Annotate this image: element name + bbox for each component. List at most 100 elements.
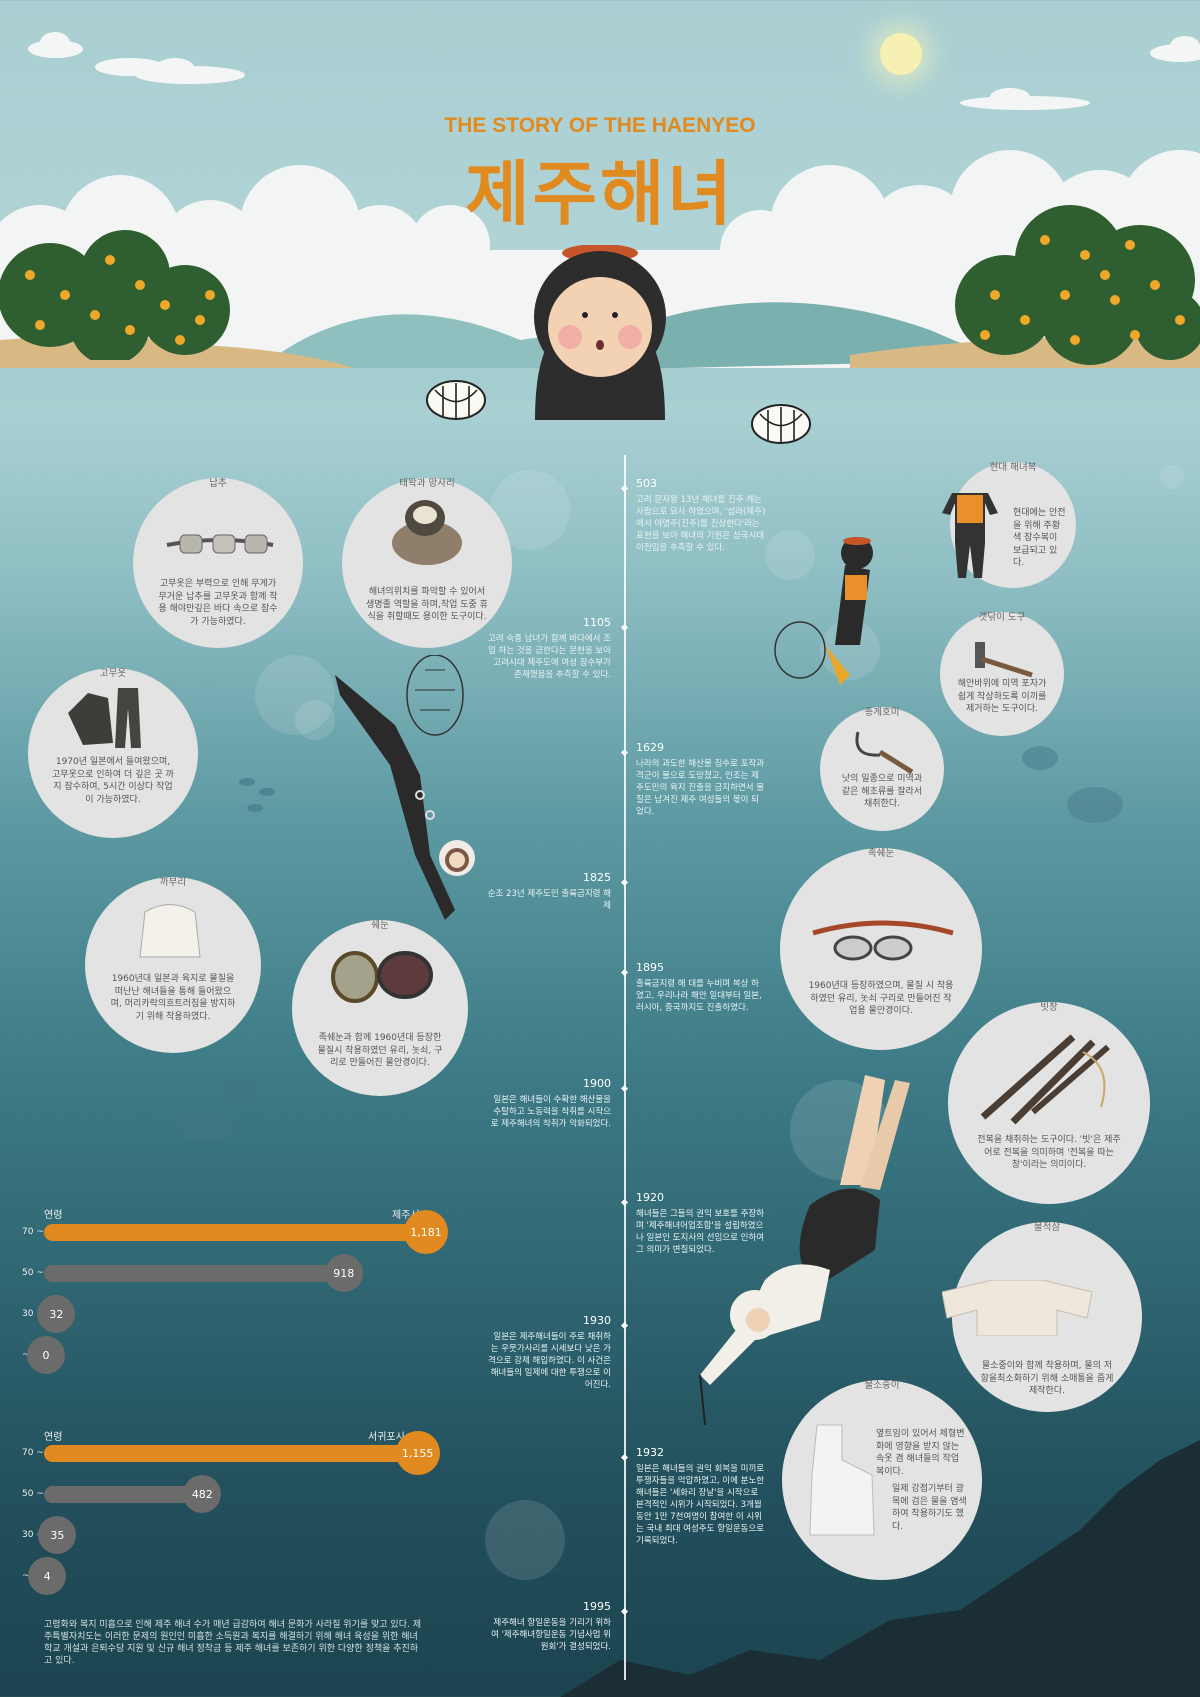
title-korean: 제주해녀	[465, 153, 735, 235]
tool-title: 물적삼	[1033, 1222, 1061, 1233]
timeline-year: 1995	[583, 1600, 611, 1613]
taewak-net-icon	[392, 500, 462, 565]
timeline-entry: 1995 제주해녀 항일운동을 기리기 위하여 '제주해녀항일운동 기념사업 위…	[486, 1601, 611, 1653]
age-value-circle: 0	[27, 1336, 65, 1374]
timeline-entry: 1900 일본은 해녀들이 수확한 해산물을 수탈하고 노동력을 착취를 시작으…	[486, 1078, 611, 1130]
timeline-year: 1629	[636, 741, 664, 754]
tool-circle-joksweun: 족쉐눈 1960년대 등장하였으며, 물질 시 착용하였던 유리, 놋쇠 구리로…	[780, 848, 982, 1050]
timeline-year: 1920	[636, 1191, 664, 1204]
tool-description: 해녀의위치를 파악할 수 있어서 생명줄 역할을 하며,작업 도중 휴식을 취할…	[366, 587, 488, 622]
tool-description: 족쉐눈과 함께 1960년대 등장한 물질시 착용하였던 유리, 놋쇠, 구리로…	[317, 1033, 443, 1068]
timeline-year: 1105	[583, 616, 611, 629]
timeline-entry: 1825 순조 23년 제주도민 출륙금지령 해제	[486, 872, 611, 912]
tool-description-extra: 일제 강점기부터 광목에 검은 물을 염색하여 착용하기도 했다.	[892, 1484, 967, 1532]
tool-description: 전복을 채취하는 도구이다. '빗'은 제주어로 전복을 의미하며 '전복을 따…	[977, 1135, 1121, 1170]
scraper-tool-icon	[975, 642, 1033, 678]
region-label: 제주시	[392, 1210, 420, 1221]
footer-text: 고령화와 복지 미흡으로 인해 제주 해녀 수가 매년 급감하여 해녀 문화가 …	[44, 1620, 421, 1666]
tool-description: 고무옷은 부력으로 인해 무게가 무거운 납추를 고무옷과 함께 착용 해야만깊…	[158, 579, 278, 627]
tool-description: 옆트임이 있어서 체형변화에 영향을 받지 않는 속옷 겸 해녀들의 작업복이다…	[876, 1429, 965, 1477]
fish-silhouette-icon	[1022, 746, 1123, 823]
timeline-entry: 1930 일본은 제주해녀들이 주로 채취하는 우뭇가사리를 시세보다 낮은 가…	[486, 1315, 611, 1391]
timeline-year: 1895	[636, 961, 664, 974]
age-value-circle: 32	[37, 1295, 76, 1333]
diver-left-illustration	[335, 655, 475, 920]
timeline-text: 제주해녀 항일운동을 기리기 위하여 '제주해녀항일운동 기념사업 위원회'가 …	[491, 1618, 611, 1652]
tool-title: 물소중이	[864, 1380, 900, 1391]
tool-title: 까부리	[159, 877, 187, 888]
timeline-year: 503	[636, 477, 657, 490]
timeline-entry: 1895 출륙금지령 해 대를 누비며 복상 하였고, 우리나라 해안 일대부터…	[636, 962, 766, 1014]
tool-circle-jonggehomi: 종게호미 낫의 일종으로 미역과 같은 해초류를 잘라서 채취한다.	[820, 707, 944, 831]
age-bar	[44, 1486, 203, 1503]
tool-title: 빗창	[1040, 1002, 1058, 1013]
mulsojungi-garment-icon	[809, 1424, 875, 1536]
tool-title: 고무옷	[99, 668, 127, 679]
lead-weight-belt-icon	[166, 534, 274, 554]
taewak-float-icon	[751, 404, 811, 444]
tool-description: 물소중이와 함께 착용하며, 물의 저항을최소화하기 위해 소매통을 줍게 제작…	[980, 1361, 1114, 1396]
tool-circle-nabchu: 납추 고무옷은 부력으로 인해 무게가 무거운 납추를 고무옷과 함께 착용 해…	[133, 478, 303, 648]
tool-description: 1960년대 일본과 육지로 물질을 떠난난 해녀들을 통해 들어왔으며, 머리…	[110, 974, 236, 1022]
fish-silhouette-icon	[177, 1079, 258, 1141]
tool-description: 해안바위에 미역 포자가 쉽게 착상하도록 이끼를 제거하는 도구이다.	[957, 679, 1047, 714]
age-value-circle: 35	[38, 1516, 77, 1554]
tool-circle-kkabuli: 까부리 1960년대 일본과 육지로 물질을 떠난난 해녀들을 통해 들어왔으며…	[85, 877, 261, 1053]
timeline-text: 고려 숙종 남녀가 함께 바다에서 조업 하는 것을 금한다는 문헌을 보아 고…	[488, 634, 611, 680]
age-label: 70 ~	[22, 1448, 44, 1458]
timeline-year: 1900	[583, 1077, 611, 1090]
tool-title: 족쉐눈	[867, 848, 895, 859]
timeline-text: 고려 문자왕 13년 해녀를 진주 캐는 사람으로 묘사 하였으며, '섭라(제…	[636, 495, 766, 553]
tool-title: 현대 해녀복	[989, 462, 1037, 473]
tool-circle-swenun: 쉐눈 족쉐눈과 함께 1960년대 등장한 물질시 착용하였던 유리, 놋쇠, …	[292, 920, 468, 1096]
timeline-text: 일본은 해녀들이 수확한 해산물을 수탈하고 노동력을 착취를 시작으로 제주해…	[490, 1095, 611, 1129]
goggles-icon	[331, 951, 433, 1003]
title-english: THE STORY OF THE HAENYEO	[444, 114, 756, 137]
timeline-text: 나라의 과도한 해산물 징수로 포작과 격군이 물으로 도망쳤고, 인조는 제주…	[636, 759, 765, 817]
age-label: 50 ~ 69	[22, 1489, 59, 1499]
timeline-entry: 1629 나라의 과도한 해산물 징수로 포작과 격군이 물으로 도망쳤고, 인…	[636, 742, 766, 818]
tool-title: 납추	[209, 478, 227, 489]
muljeoksam-jacket-icon	[942, 1280, 1092, 1336]
region-label: 서귀포시	[368, 1432, 405, 1443]
timeline-text: 일본은 해녀들의 권익 회복을 미끼로 투쟁자들을 억압하였고, 이에 분노한 …	[636, 1464, 765, 1546]
age-bar	[44, 1445, 418, 1462]
tool-description: 낫의 일종으로 미역과 같은 해초류를 잘라서 채취한다.	[841, 774, 923, 809]
tool-title: 태왁과 망사리	[399, 478, 455, 489]
age-header: 연령	[44, 1432, 63, 1443]
timeline-year: 1825	[583, 871, 611, 884]
diver-bottom-illustration	[699, 1075, 910, 1426]
fish-school-icon	[239, 778, 275, 812]
tool-title: 갯닦이 도구	[978, 612, 1026, 623]
timeline-entry: 1932 일본은 해녀들의 권익 회복을 미끼로 투쟁자들을 억압하였고, 이에…	[636, 1447, 766, 1547]
tangerine-trees-right	[955, 205, 1200, 365]
timeline-text: 순조 23년 제주도민 출륙금지령 해제	[487, 889, 611, 911]
tool-circle-bitchang: 빗창 전복을 채취하는 도구이다. '빗'은 제주어로 전복을 의미하며 '전복…	[948, 1002, 1150, 1204]
age-value-circle: 918	[324, 1254, 363, 1292]
tool-circle-gomuot: 고무옷 1970년 일본에서 들여왔으며, 고무옷으로 인하여 더 깊은 곳 까…	[28, 668, 198, 838]
diver-right-illustration	[774, 537, 873, 685]
wetsuit-icon	[68, 688, 141, 748]
headwear-icon	[139, 904, 201, 958]
tangerine-trees-left	[0, 230, 230, 360]
goggles-icon	[812, 920, 954, 961]
age-value-circle: 4	[28, 1557, 67, 1595]
tool-circle-gaetdakki: 갯닦이 도구 해안바위에 미역 포자가 쉽게 착상하도록 이끼를 제거하는 도구…	[940, 612, 1064, 736]
timeline-text: 출륙금지령 해 대를 누비며 복상 하였고, 우리나라 해안 일대부터 일본, …	[636, 979, 762, 1013]
sun	[880, 33, 922, 75]
haenyeo-mascot	[534, 245, 666, 420]
tool-description: 현대에는 안전을 위해 주황색 잠수복이 보급되고 있다.	[1013, 508, 1066, 568]
timeline-text: 해녀들은 그들의 권익 보호를 주장하며 '제주해녀어업조합'을 설립하였으나 …	[636, 1209, 765, 1255]
timeline-line	[624, 455, 626, 1680]
tool-description: 1960년대 등장하였으며, 물질 시 착용하였던 유리, 놋쇠 구리로 만들어…	[808, 981, 954, 1016]
modern-suit-icon	[942, 493, 998, 578]
abalone-spear-icon	[980, 1034, 1110, 1125]
timeline-entry: 1105 고려 숙종 남녀가 함께 바다에서 조업 하는 것을 금한다는 문헌을…	[486, 617, 611, 681]
tool-circle-taewak-mangsari: 태왁과 망사리 해녀의위치를 파악할 수 있어서 생명줄 역할을 하며,작업 도…	[342, 478, 512, 648]
age-label: 50 ~ 69	[22, 1268, 59, 1278]
tool-title: 종게호미	[864, 707, 900, 718]
age-bar	[44, 1224, 426, 1241]
tool-circle-mulsojungi: 물소중이 옆트임이 있어서 체형변화에 영향을 받지 않는 속옷 겸 해녀들의 …	[782, 1380, 982, 1580]
sickle-icon	[855, 731, 914, 775]
timeline-year: 1932	[636, 1446, 664, 1459]
